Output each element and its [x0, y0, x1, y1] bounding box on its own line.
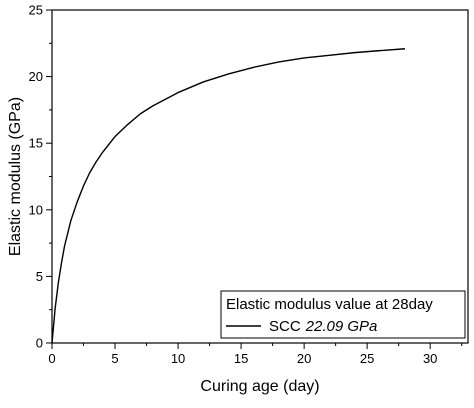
x-tick-label: 25	[360, 351, 374, 366]
y-tick-label: 0	[36, 336, 43, 351]
legend: Elastic modulus value at 28day SCC 22.09 …	[220, 290, 466, 339]
axes-layer	[51, 9, 469, 344]
ticks-layer: 0 5 10 15 20 25 30 0 5 10 15 20 25	[29, 3, 463, 366]
y-tick-label: 15	[29, 136, 43, 151]
x-tick-label: 10	[171, 351, 185, 366]
legend-series-name: SCC	[269, 318, 301, 335]
x-tick-label: 30	[423, 351, 437, 366]
y-tick-label: 20	[29, 69, 43, 84]
x-tick-label: 20	[297, 351, 311, 366]
legend-box	[220, 290, 466, 339]
x-tick-label: 5	[111, 351, 118, 366]
y-tick-label: 5	[36, 269, 43, 284]
legend-title: Elastic modulus value at 28day	[226, 296, 433, 313]
series-layer	[51, 48, 406, 344]
legend-series-value: 22.09 GPa	[305, 318, 378, 335]
x-tick-label: 0	[48, 351, 55, 366]
legend-item-label: SCC 22.09 GPa	[269, 318, 377, 335]
y-tick-label: 25	[29, 3, 43, 18]
y-axis-title: Elastic modulus (GPa)	[7, 97, 24, 256]
x-tick-label: 15	[234, 351, 248, 366]
series-line-scc	[51, 48, 406, 344]
plot-frame	[51, 9, 469, 344]
x-axis-title: Curing age (day)	[200, 378, 319, 395]
y-tick-label: 10	[29, 202, 43, 217]
